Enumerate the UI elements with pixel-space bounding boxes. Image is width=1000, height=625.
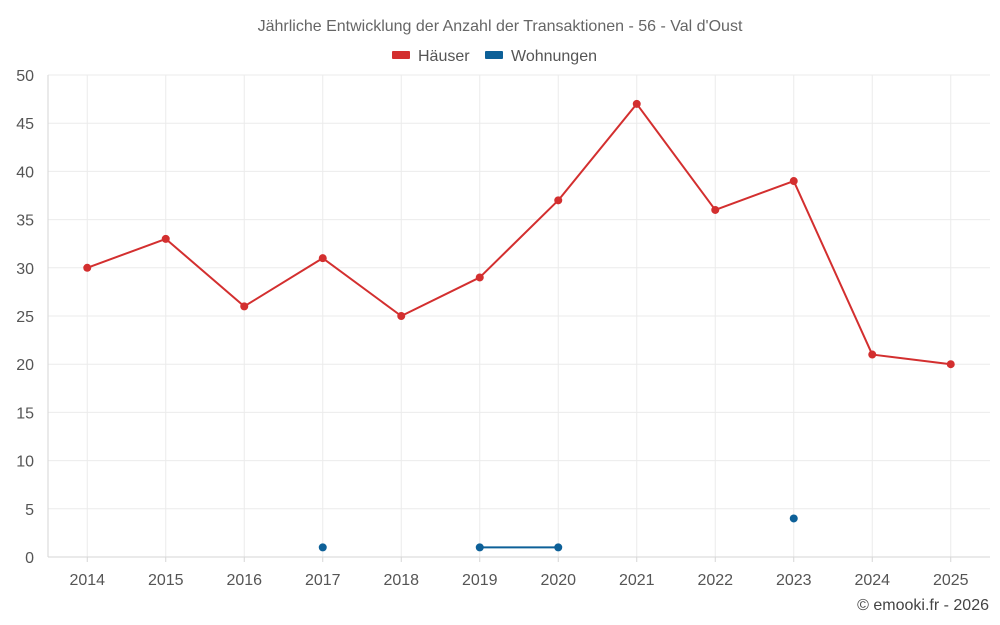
- y-tick-label: 50: [16, 68, 34, 85]
- x-tick-label: 2018: [383, 572, 419, 589]
- data-point-haeuser: Häuser 2014: 30: [83, 263, 92, 272]
- data-point-wohnungen: Wohnungen 2017: 1: [318, 543, 327, 552]
- legend-swatch-wohnungen: [485, 51, 503, 59]
- y-tick-label: 5: [25, 502, 34, 519]
- x-tick-label: 2025: [933, 572, 969, 589]
- y-tick-label: 45: [16, 116, 34, 133]
- data-point-haeuser: Häuser 2022: 36: [711, 205, 720, 214]
- grid: [48, 74, 990, 557]
- legend-label-wohnungen: Wohnungen: [511, 48, 597, 65]
- data-point-haeuser: Häuser 2018: 25: [397, 312, 406, 320]
- series-haeuser: Häuser 2014: 30 Häuser 2015: 33 Häuser 201…: [83, 99, 955, 369]
- x-tick-label: 2020: [540, 572, 576, 589]
- y-tick-label: 10: [16, 454, 34, 471]
- chart-title: Jährliche Entwicklung der Anzahl der Tra…: [258, 18, 743, 35]
- legend-swatch-haeuser: [392, 51, 410, 59]
- data-point-haeuser: Häuser 2016: 26: [240, 302, 249, 311]
- y-tick-label: 25: [16, 309, 34, 326]
- y-tick-label: 15: [16, 405, 34, 422]
- y-tick-label: 35: [16, 213, 34, 230]
- data-point-haeuser: Häuser 2019: 29: [475, 273, 484, 282]
- x-tick-label: 2024: [854, 572, 890, 589]
- data-point-wohnungen: Wohnungen 2020: 1: [554, 543, 563, 552]
- series: Häuser 2014: 30 Häuser 2015: 33 Häuser 201…: [83, 99, 955, 552]
- data-point-haeuser: Häuser 2015: 33: [161, 234, 170, 243]
- y-tick-label: 40: [16, 164, 34, 181]
- legend-label-haeuser: Häuser: [418, 48, 470, 65]
- x-tick-label: 2015: [148, 572, 184, 589]
- x-tick-label: 2022: [697, 572, 733, 589]
- legend-item-wohnungen[interactable]: Wohnungen: [485, 48, 597, 65]
- data-point-haeuser: Häuser 2020: 37: [554, 196, 563, 205]
- y-tick-label: 20: [16, 357, 34, 374]
- x-tick-label: 2021: [619, 572, 655, 589]
- legend-item-haeuser[interactable]: Häuser: [392, 48, 470, 65]
- series-line-haeuser: [86, 102, 951, 366]
- series-wohnungen: Wohnungen 2017: 1 Wohnungen 2019: 1 Wohnun…: [318, 514, 798, 552]
- data-point-haeuser: Häuser 2017: 31: [318, 254, 327, 263]
- y-tick-label: 30: [16, 261, 34, 278]
- x-tick-label: 2016: [226, 572, 262, 589]
- credit-text: © emooki.fr - 2026: [857, 597, 989, 614]
- data-point-haeuser: Häuser 2025: 20: [946, 360, 955, 369]
- x-tick-label: 2019: [462, 572, 498, 589]
- x-tick-label: 2023: [776, 572, 812, 589]
- x-tick-label: 2014: [69, 572, 105, 589]
- x-tick-label: 2017: [305, 572, 341, 589]
- data-point-wohnungen: Wohnungen 2019: 1: [475, 543, 484, 552]
- y-tick-label: 0: [25, 550, 34, 567]
- legend: Häuser Wohnungen: [392, 48, 597, 65]
- data-point-wohnungen: Wohnungen 2023: 4: [789, 514, 798, 523]
- data-point-haeuser: Häuser 2024: 21: [868, 350, 877, 359]
- data-point-haeuser: Häuser 2023: 39: [789, 177, 798, 186]
- data-point-haeuser: Häuser 2021: 47: [632, 99, 641, 108]
